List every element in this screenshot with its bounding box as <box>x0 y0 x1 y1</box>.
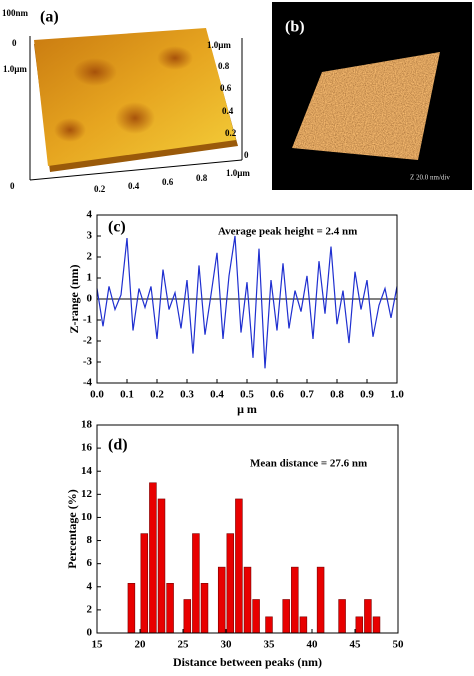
data-line <box>96 235 398 369</box>
bar <box>364 599 372 634</box>
x-tick-label: 15 <box>92 639 104 651</box>
bar <box>217 566 226 634</box>
y-tick-label: 0 <box>87 627 93 639</box>
x-tick-label: 45 <box>350 639 362 651</box>
axis-tick-label: 0 <box>10 181 15 191</box>
surface-pit <box>115 102 155 134</box>
bar <box>316 566 325 634</box>
x-tick-label: 35 <box>264 639 276 651</box>
bar <box>355 616 364 634</box>
y-tick-label: 0 <box>87 293 93 305</box>
panel-a: 100nm (a) 0 1.0µm 1.0µm 0.8 0.6 0.4 0.2 … <box>2 8 250 194</box>
axis-tick-label: 0.6 <box>162 177 174 187</box>
x-tick-label: 40 <box>307 639 319 651</box>
y-tick-label: -4 <box>83 377 93 389</box>
panel-label: (c) <box>108 219 126 236</box>
y-axis-label: Percentage (%) <box>65 489 79 568</box>
bar <box>235 498 243 634</box>
bar <box>226 533 235 634</box>
bar <box>282 599 290 634</box>
x-tick-label: 0.8 <box>330 389 344 401</box>
x-tick-label: 30 <box>221 639 233 651</box>
panel-b: (b) Z 20.0 nm/div <box>272 2 472 190</box>
bar <box>200 583 209 634</box>
panel-label: (a) <box>40 9 59 26</box>
x-tick-label: 50 <box>393 639 405 651</box>
y-tick-label: 4 <box>87 209 93 221</box>
x-tick-label: 0.7 <box>300 389 314 401</box>
bar <box>192 533 200 634</box>
x-tick-label: 0.5 <box>240 389 254 401</box>
z-label: 100nm <box>2 8 29 18</box>
axis-tick-label: 0.8 <box>218 61 230 71</box>
bar <box>149 482 157 634</box>
y-tick-label: 8 <box>87 534 93 546</box>
bar <box>299 616 308 634</box>
plot-frame <box>96 214 398 384</box>
y-tick-label: 6 <box>87 557 93 569</box>
bar <box>291 566 299 634</box>
x-axis-label: μ m <box>237 402 257 416</box>
plot-frame <box>96 424 399 634</box>
y-tick-label: 3 <box>87 230 93 242</box>
bar <box>372 616 381 634</box>
axis-line <box>29 159 243 181</box>
x-tick-label: 0.3 <box>180 389 194 401</box>
bar <box>157 498 166 634</box>
x-tick-label: 0.4 <box>210 389 224 401</box>
y-tick-label: 2 <box>87 251 93 263</box>
surface-pit <box>73 58 117 86</box>
annotation: Average peak height = 2.4 nm <box>218 226 357 238</box>
axis-tick-label: 0.6 <box>220 83 232 93</box>
x-axis-label: Distance between peaks (nm) <box>173 655 322 669</box>
bar <box>243 566 252 634</box>
x-tick-label: 0.2 <box>150 389 164 401</box>
axis-tick-label: 0 <box>244 150 249 160</box>
annotation: Mean distance = 27.6 nm <box>250 458 367 470</box>
axis-tick-label: 1.0µm <box>226 168 250 178</box>
axis-tick-label: 0.4 <box>128 181 140 191</box>
bar <box>166 583 174 634</box>
panel-label: (d) <box>108 437 128 454</box>
x-tick-label: 0.1 <box>120 389 134 401</box>
bar <box>183 599 192 634</box>
bar <box>265 616 273 634</box>
axis-label: 1.0µm <box>3 64 27 74</box>
axis-tick-label: 0.4 <box>222 106 234 116</box>
y-tick-label: 10 <box>81 511 93 523</box>
z-label: 0 <box>12 38 17 48</box>
x-tick-label: 20 <box>135 639 147 651</box>
x-tick-label: 0.6 <box>270 389 284 401</box>
x-tick-label: 1.0 <box>390 389 404 401</box>
surface-pit <box>54 118 86 142</box>
y-tick-label: 14 <box>81 465 93 477</box>
x-tick-label: 25 <box>178 639 190 651</box>
panel-label: (b) <box>285 19 305 36</box>
axis-label: 1.0µm <box>207 40 231 50</box>
y-tick-label: 4 <box>87 580 93 592</box>
axis-tick-label: 0.2 <box>94 184 106 194</box>
y-tick-label: 18 <box>81 419 93 431</box>
bar <box>338 599 346 634</box>
axis-tick-label: 0.8 <box>196 173 208 183</box>
y-axis-label: Z-range (nm) <box>67 265 81 334</box>
surface-pit <box>157 46 193 70</box>
bar <box>252 599 260 634</box>
y-tick-label: 1 <box>87 272 93 284</box>
bar <box>140 533 149 634</box>
y-tick-label: 12 <box>81 488 93 500</box>
bar <box>127 583 136 634</box>
x-tick-label: 0.9 <box>360 389 374 401</box>
y-tick-label: -1 <box>83 314 92 326</box>
x-tick-label: 0.0 <box>90 389 104 401</box>
scale-label: Z 20.0 nm/div <box>410 174 450 182</box>
axis-tick-label: 0.2 <box>225 128 237 138</box>
y-tick-label: -2 <box>83 335 93 347</box>
y-tick-label: -3 <box>83 356 93 368</box>
y-tick-label: 16 <box>81 442 93 454</box>
y-tick-label: 2 <box>87 603 93 615</box>
